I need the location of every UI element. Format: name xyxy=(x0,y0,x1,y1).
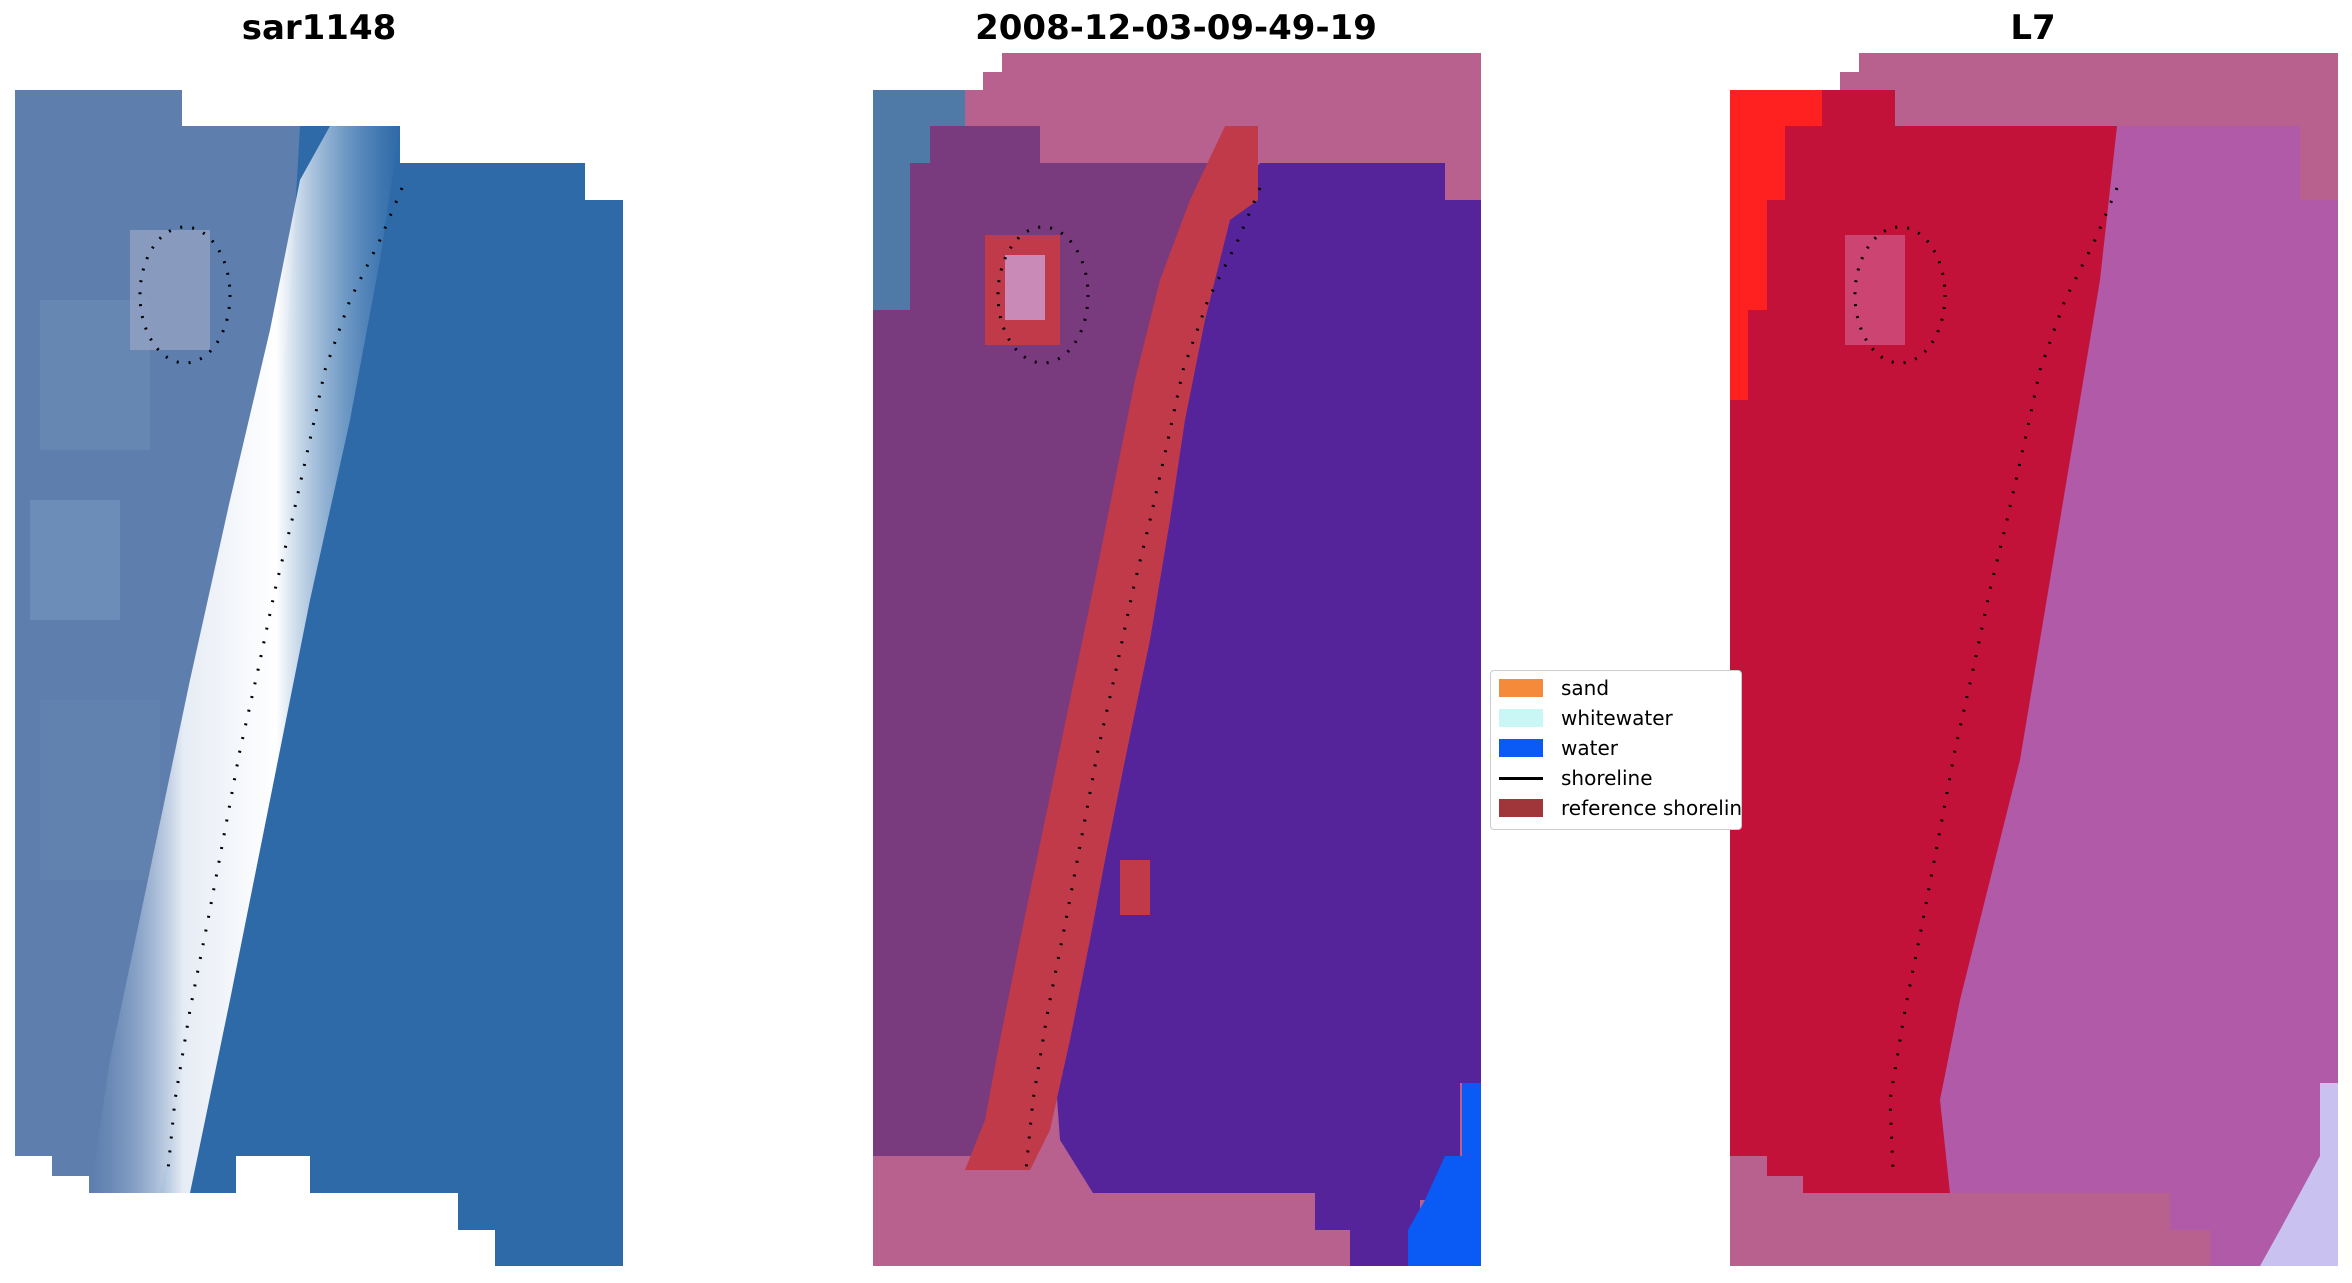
legend-item-shoreline: shoreline xyxy=(1499,765,1653,791)
legend: sand whitewater water shoreline referenc… xyxy=(1490,670,1742,830)
legend-label-whitewater: whitewater xyxy=(1561,706,1673,730)
right-panel-title: L7 xyxy=(2010,8,2056,48)
legend-item-whitewater: whitewater xyxy=(1499,705,1673,731)
left-shoreline-loop xyxy=(138,225,232,365)
legend-swatch-shoreline xyxy=(1499,776,1543,780)
legend-swatch-water xyxy=(1499,739,1543,757)
legend-item-water: water xyxy=(1499,735,1618,761)
left-whitewater xyxy=(90,126,400,1193)
center-reference-band xyxy=(965,126,1258,1170)
legend-swatch-sand xyxy=(1499,679,1543,697)
center-land xyxy=(873,90,1230,1156)
legend-label-shoreline: shoreline xyxy=(1561,766,1653,790)
legend-swatch-whitewater xyxy=(1499,709,1543,727)
legend-label-sand: sand xyxy=(1561,676,1610,700)
legend-label-reference-shoreline: reference shoreline xyxy=(1561,796,1742,820)
legend-swatch-reference-shoreline xyxy=(1499,799,1543,817)
center-panel-title: 2008-12-03-09-49-19 xyxy=(975,8,1377,48)
right-water xyxy=(1940,126,2338,1266)
legend-item-reference-shoreline: reference shoreline xyxy=(1499,795,1742,821)
center-bright-water xyxy=(1408,1083,1481,1266)
legend-item-sand: sand xyxy=(1499,675,1609,701)
legend-label-water: water xyxy=(1561,736,1618,760)
right-land xyxy=(1730,90,2117,1193)
center-water xyxy=(1050,163,1481,1266)
left-panel-title: sar1148 xyxy=(241,8,397,48)
